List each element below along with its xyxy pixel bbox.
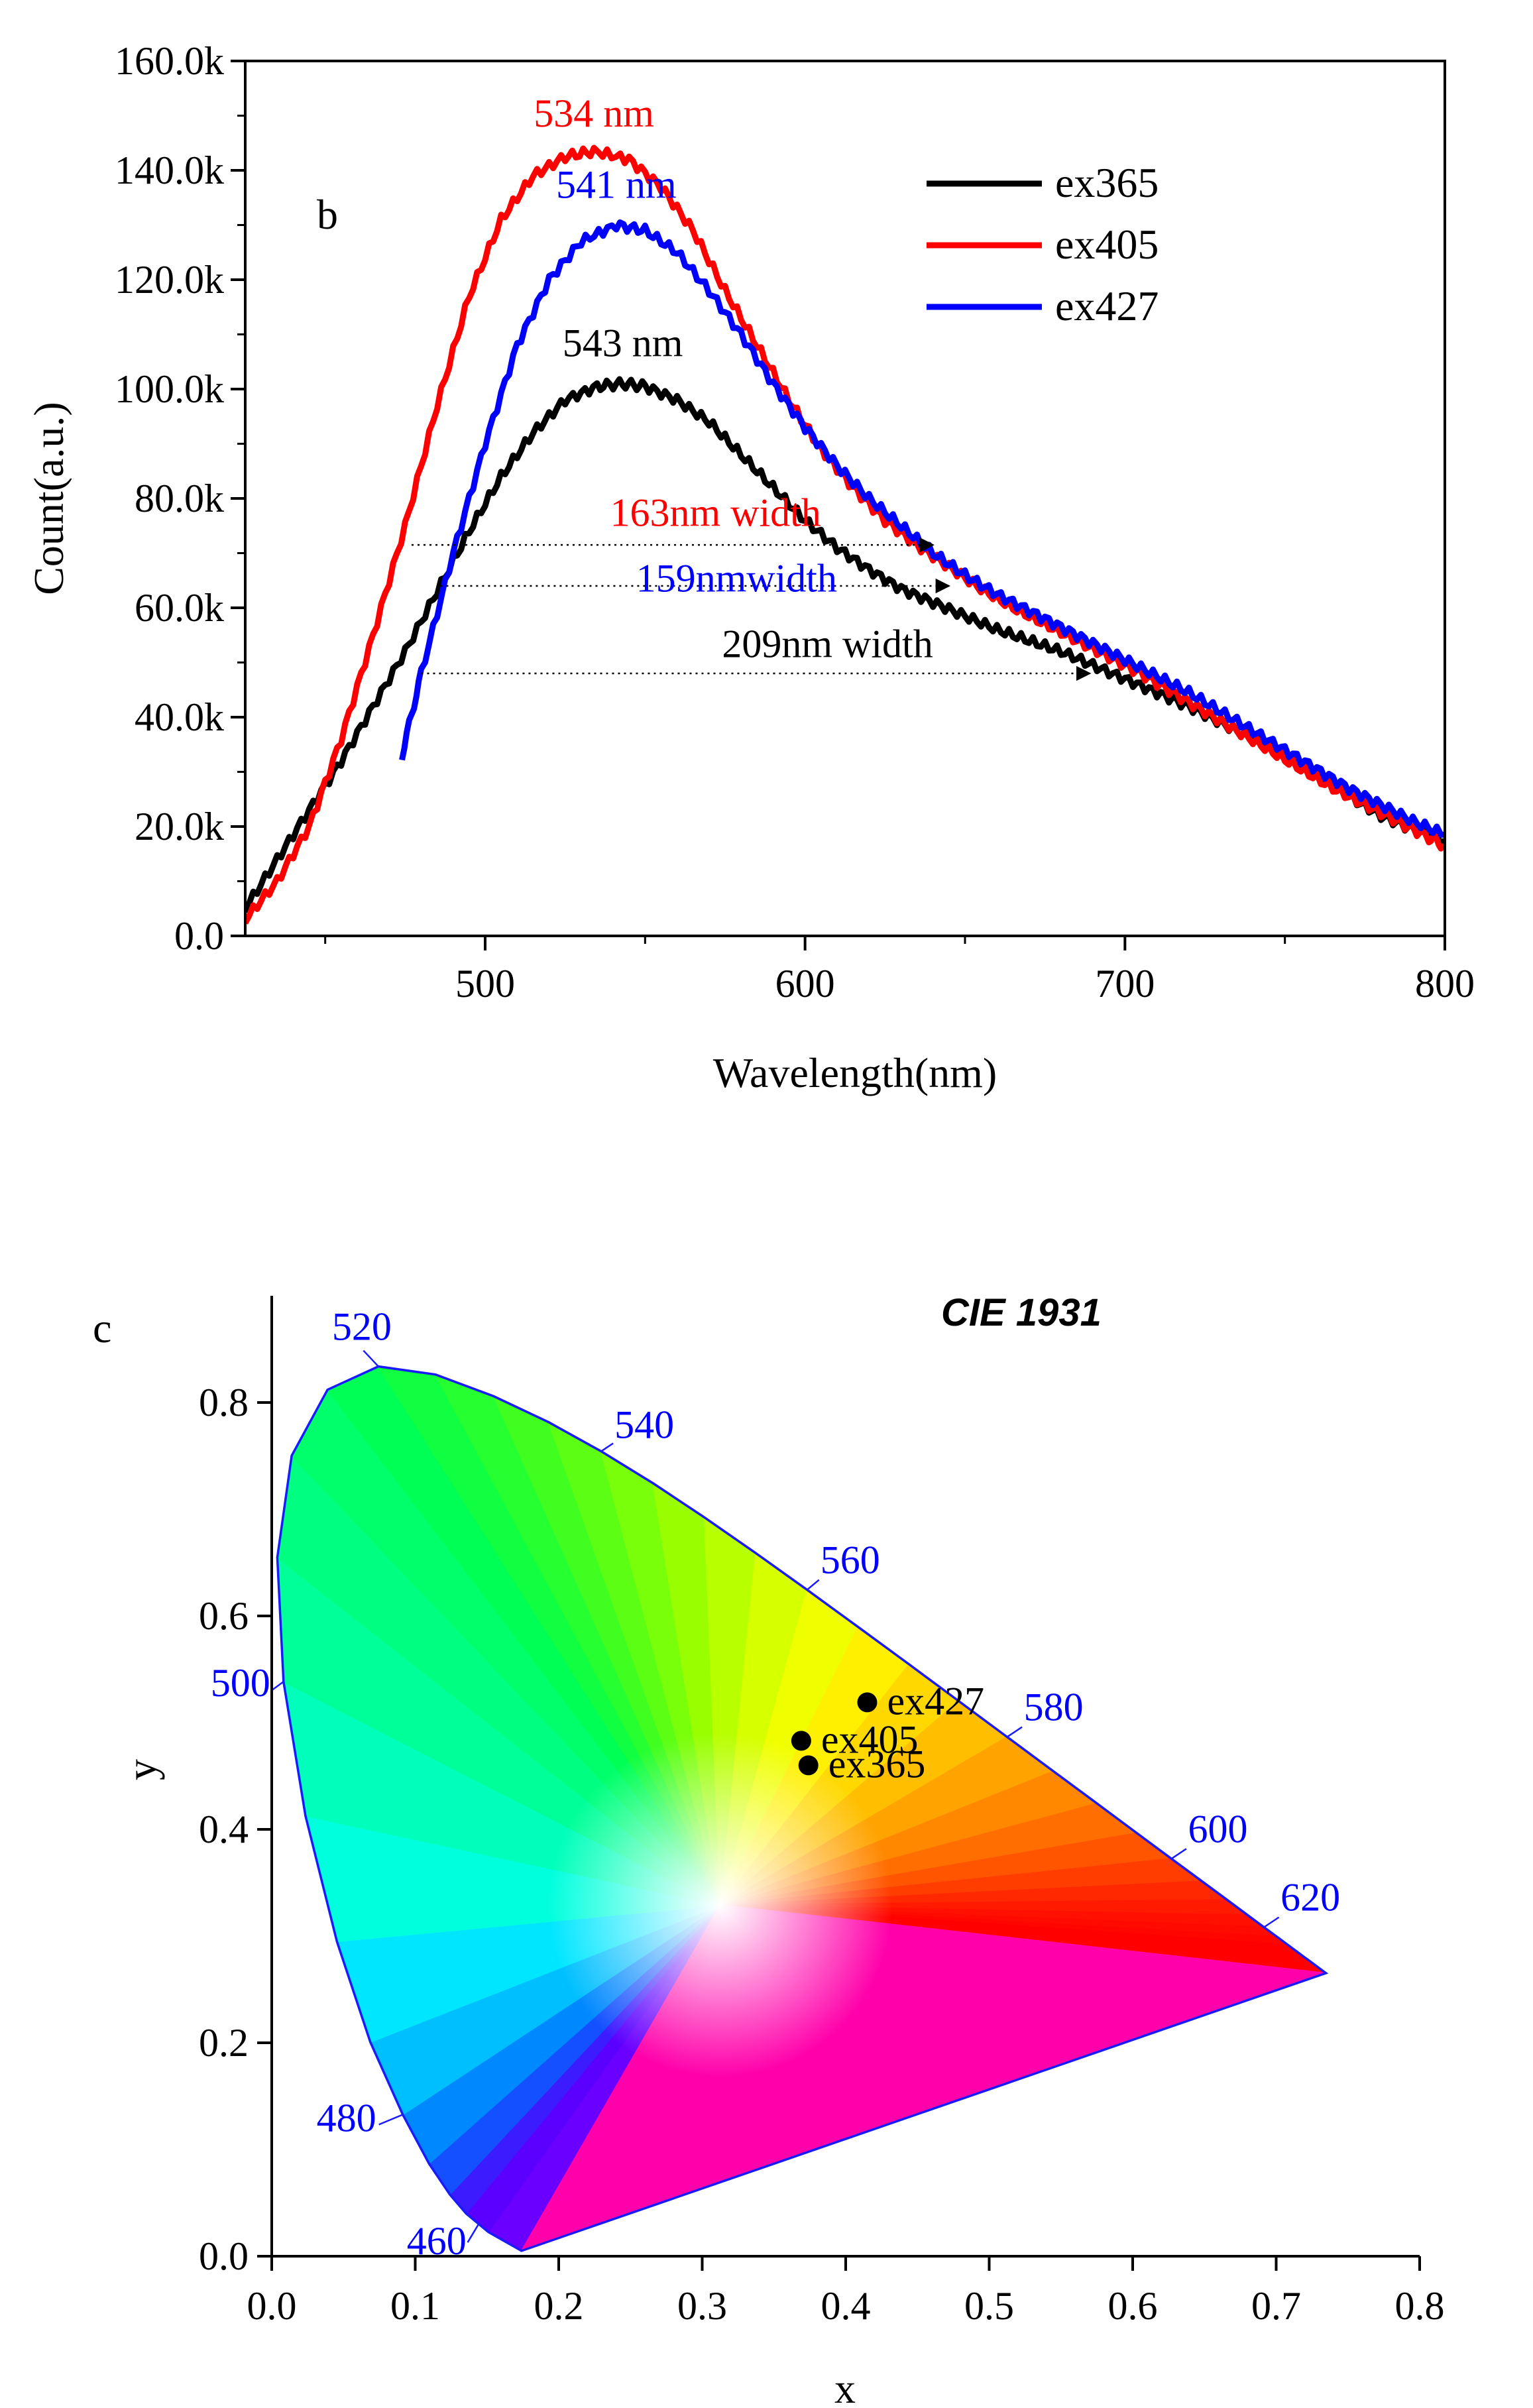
cie-point-label: ex365 xyxy=(828,1742,926,1786)
spectra-x-tick-label: 800 xyxy=(1415,962,1475,1005)
spectra-y-tick-label: 20.0k xyxy=(135,805,224,848)
wavelength-tick xyxy=(363,1349,379,1367)
cie-point-label: ex405 xyxy=(821,1717,919,1761)
cie-x-tick-label: 0.3 xyxy=(677,2284,727,2328)
cie-y-tick-label: 0.2 xyxy=(199,2021,249,2065)
width-label: 209nm width xyxy=(722,622,933,665)
cie-x-tick-label: 0.7 xyxy=(1251,2284,1301,2328)
cie-x-tick-label: 0.0 xyxy=(247,2284,297,2328)
spectra-y-tick-label: 0.0 xyxy=(174,914,224,958)
wavelength-tick xyxy=(378,2114,404,2126)
cie-y-axis-title: y xyxy=(118,1759,165,1780)
wavelength-label: 500 xyxy=(211,1661,270,1705)
cie-x-axis-title: x xyxy=(834,2365,856,2408)
emission-spectra-chart: b 500 600 700 800 0.0 20.0k 40.0k 60.0k 80.0k 100… xyxy=(25,39,1475,1096)
spectra-x-tick-label: 600 xyxy=(775,962,835,1005)
wavelength-tick xyxy=(1263,1916,1280,1928)
wavelength-label: 540 xyxy=(614,1403,674,1447)
cie-y-tick-label: 0.6 xyxy=(199,1594,249,1638)
spectra-y-tick-label: 40.0k xyxy=(135,695,224,739)
legend-label-ex427: ex427 xyxy=(1055,282,1159,329)
spectra-ticks: 500 600 700 800 0.0 20.0k 40.0k 60.0k 80.0k 100.0… xyxy=(115,39,1475,1005)
cie-y-tick-label: 0.4 xyxy=(199,1807,249,1851)
spectrum-line-ex405 xyxy=(245,144,1445,925)
wavelength-label: 560 xyxy=(821,1538,880,1582)
peak-label: 541 nm xyxy=(556,162,677,206)
spectra-x-axis-title: Wavelength(nm) xyxy=(713,1049,997,1096)
spectra-plot-frame xyxy=(244,60,1446,937)
wavelength-label: 580 xyxy=(1024,1686,1084,1729)
spectra-x-tick-label: 700 xyxy=(1095,962,1155,1005)
width-label: 163nm width xyxy=(610,490,821,534)
spectral-locus-outline xyxy=(276,1365,1329,2252)
panel-label-c: c xyxy=(93,1304,111,1351)
cie-color-gamut xyxy=(277,1366,1326,2251)
spectra-legend: ex365 ex405 ex427 xyxy=(927,159,1159,329)
wavelength-tick xyxy=(1006,1726,1023,1738)
panel-label-b: b xyxy=(317,191,338,238)
cie-point-ex427 xyxy=(857,1692,878,1713)
cie-point-ex365 xyxy=(798,1755,819,1776)
spectra-y-tick-label: 80.0k xyxy=(135,477,224,520)
spectra-annotations: 534 nm 541 nm 543 nm 163nm width 159nmwidth 2… xyxy=(534,91,933,665)
spectra-y-tick-label: 60.0k xyxy=(135,586,224,630)
cie-y-tick-label: 0.8 xyxy=(199,1381,249,1424)
spectra-width-markers xyxy=(411,537,1092,681)
legend-label-ex405: ex405 xyxy=(1055,221,1159,268)
wavelength-tick xyxy=(806,1579,820,1591)
cie-point-label: ex427 xyxy=(887,1679,984,1723)
spectrum-line-ex427 xyxy=(399,219,1445,838)
spectra-y-tick-label: 140.0k xyxy=(115,148,224,192)
cie-x-tick-label: 0.4 xyxy=(821,2284,871,2328)
cie-x-tick-label: 0.2 xyxy=(534,2284,584,2328)
white-point-glow xyxy=(547,1733,893,2078)
spectra-y-tick-label: 100.0k xyxy=(115,367,224,411)
spectra-x-tick-label: 500 xyxy=(455,962,515,1005)
cie-y-tick-label: 0.0 xyxy=(199,2234,249,2278)
cie-ticks: 0.0 0.1 0.2 0.3 0.4 0.5 0.6 0.7 0.8 0.0 0.2 0.4 0.6 0… xyxy=(199,1381,1445,2328)
wavelength-tick xyxy=(271,1681,284,1691)
cie-x-tick-label: 0.1 xyxy=(390,2284,440,2328)
cie-point-ex405 xyxy=(791,1731,811,1751)
wavelength-label: 620 xyxy=(1280,1876,1340,1920)
width-label: 159nmwidth xyxy=(636,556,837,600)
spectra-y-tick-label: 160.0k xyxy=(115,39,224,83)
cie-title: CIE 1931 xyxy=(941,1291,1102,1334)
cie-x-tick-label: 0.5 xyxy=(964,2284,1014,2328)
wavelength-label: 520 xyxy=(332,1305,392,1349)
wavelength-tick xyxy=(600,1442,614,1452)
spectra-y-axis-title: Count(a.u.) xyxy=(25,402,72,595)
cie-x-tick-label: 0.8 xyxy=(1395,2284,1445,2328)
wavelength-tick xyxy=(1170,1848,1187,1860)
wavelength-tick xyxy=(467,2224,479,2243)
spectra-series xyxy=(245,144,1445,925)
peak-label: 534 nm xyxy=(534,91,654,135)
wavelength-label: 600 xyxy=(1188,1807,1247,1851)
cie-x-tick-label: 0.6 xyxy=(1108,2284,1158,2328)
peak-label: 543 nm xyxy=(563,321,683,365)
spectra-y-tick-label: 120.0k xyxy=(115,258,224,302)
wavelength-label: 480 xyxy=(317,2096,376,2140)
legend-label-ex365: ex365 xyxy=(1055,159,1159,206)
